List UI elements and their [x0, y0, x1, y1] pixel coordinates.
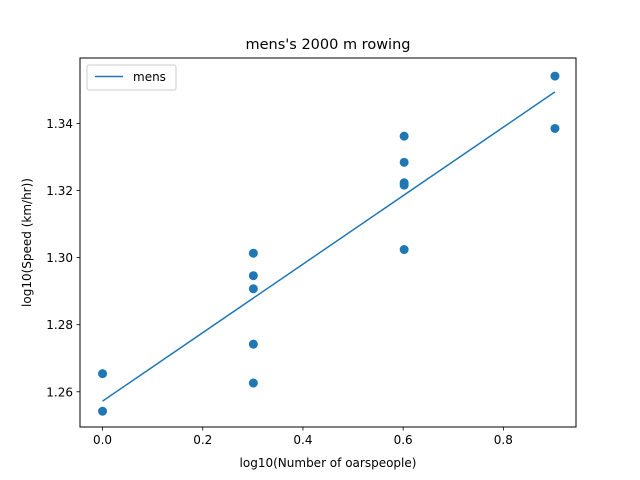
y-axis-label: log10(Speed (km/hr)) — [20, 178, 34, 307]
y-tick-label: 1.32 — [46, 184, 73, 198]
y-axis: 1.26 1.28 1.30 1.32 1.34 — [46, 117, 80, 399]
scatter-point — [248, 248, 258, 258]
scatter-point — [550, 123, 560, 133]
x-axis-label: log10(Number of oarspeople) — [240, 456, 417, 470]
y-tick-label: 1.26 — [46, 385, 73, 399]
x-tick-label: 0.4 — [293, 433, 312, 447]
x-tick-label: 0.2 — [193, 433, 212, 447]
legend-label-mens: mens — [133, 70, 166, 84]
scatter-point — [399, 180, 409, 190]
plot-area — [98, 71, 560, 416]
scatter-point — [248, 284, 258, 294]
x-tick-label: 0.0 — [93, 433, 112, 447]
scatter-point — [248, 339, 258, 349]
x-tick-label: 0.8 — [494, 433, 513, 447]
x-tick-label: 0.6 — [394, 433, 413, 447]
chart-title: mens's 2000 m rowing — [246, 37, 411, 53]
scatter-point — [248, 378, 258, 388]
scatter-point — [248, 271, 258, 281]
scatter-point — [550, 71, 560, 81]
scatter-point — [399, 131, 409, 141]
scatter-point — [399, 245, 409, 255]
y-tick-label: 1.34 — [46, 117, 73, 131]
y-tick-label: 1.30 — [46, 251, 73, 265]
x-axis: 0.0 0.2 0.4 0.6 0.8 — [93, 427, 513, 447]
series-line-mens — [102, 91, 556, 402]
axes-frame — [79, 57, 577, 428]
scatter-point — [98, 406, 108, 416]
legend-box — [86, 64, 177, 91]
scatter-point — [98, 369, 108, 379]
y-tick-label: 1.28 — [46, 318, 73, 332]
legend: mens — [86, 64, 177, 91]
scatter-point — [399, 157, 409, 167]
